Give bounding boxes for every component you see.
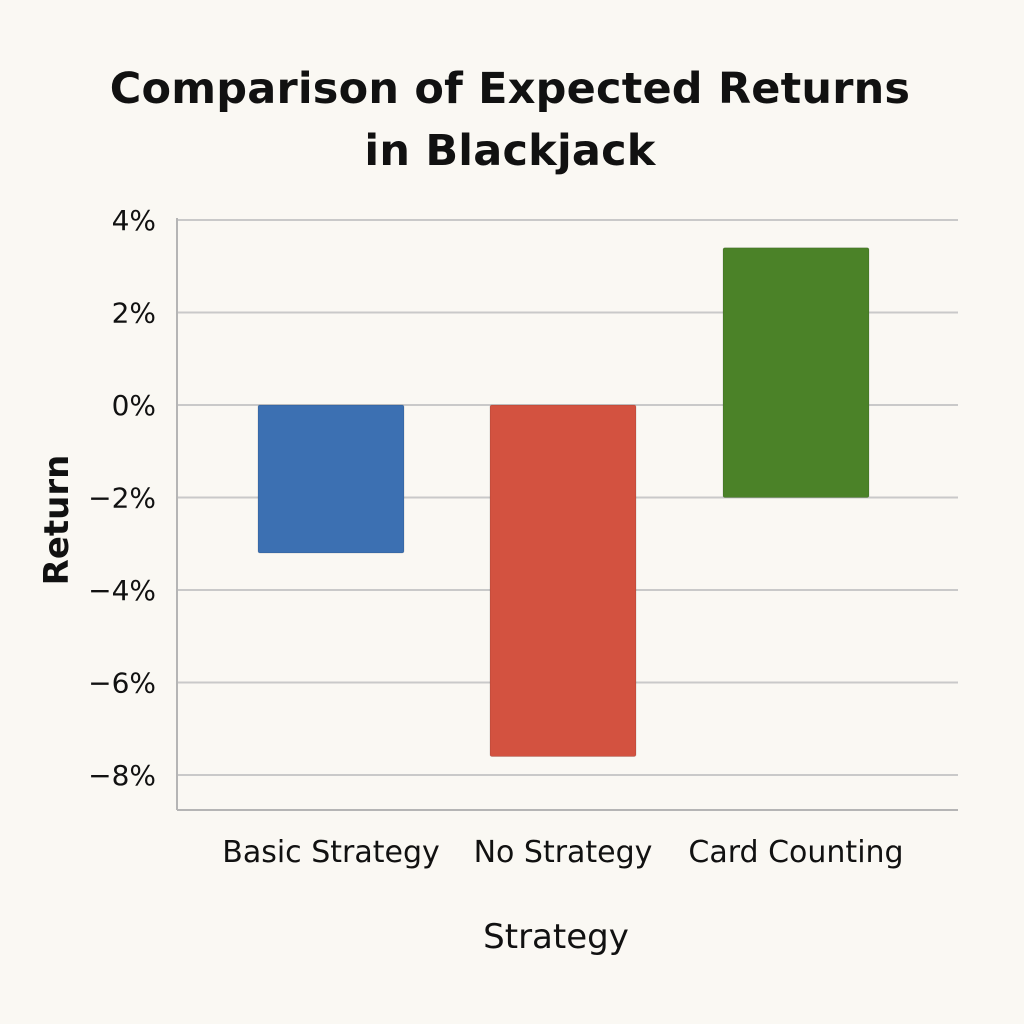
x-axis-title: Strategy: [483, 917, 629, 957]
x-tick-label: No Strategy: [474, 835, 653, 870]
y-tick-label: −2%: [88, 482, 156, 515]
x-tick-label: Card Counting: [688, 835, 903, 870]
bar-basic-strategy: [257, 404, 405, 554]
y-tick-label: 4%: [112, 204, 156, 237]
chart-title: Comparison of Expected Returns in Blackj…: [109, 64, 911, 176]
y-tick-label: 2%: [112, 297, 156, 330]
y-tick-label: −4%: [88, 574, 156, 607]
x-tick-label: Basic Strategy: [222, 835, 440, 870]
bar-card-counting: [722, 247, 870, 498]
y-tick-label: −8%: [88, 759, 156, 792]
y-axis-title: Return: [37, 455, 77, 586]
y-tick-label: 0%: [112, 389, 156, 422]
bar-no-strategy: [489, 404, 637, 757]
y-tick-label: −6%: [88, 667, 156, 700]
